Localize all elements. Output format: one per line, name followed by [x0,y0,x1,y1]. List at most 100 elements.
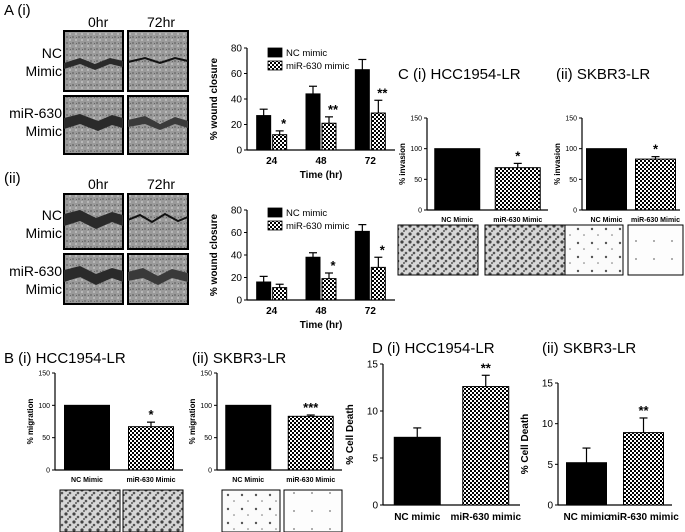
A-ii-bar-mir-24 [272,287,288,301]
A-ii-xtick-label: 72 [365,306,377,317]
A-i-legend-label: miR-630 mimic [286,61,350,72]
C-ii-ytick-label: 150 [565,115,577,122]
micrograph-c-ii-nc [564,224,624,276]
panel-a-label: A (i) [4,2,31,19]
A-i-xtick-label: 48 [315,156,327,167]
row-label-nc: NC Mimic [25,45,62,79]
B-i-significance: * [148,407,154,422]
C-ii-xtick-label: NC Mimic [591,217,623,224]
A-i-bar-nc-48 [305,93,321,151]
panel-d-i-label: D (i) HCC1954-LR [372,340,495,357]
C-i-ytick-label: 150 [410,115,422,122]
panel-c-ii-label: (ii) SKBR3-LR [556,66,651,83]
A-ii-legend-swatch [267,207,283,218]
C-ii-ytick-label: 50 [569,177,577,184]
A-ii-xtick-label: 48 [315,306,327,317]
panel-a-time-0: 0hr [88,14,109,30]
A-ii-bar-nc-24 [256,281,272,301]
row-label-mir-2: miR-630 Mimic [9,263,62,297]
D-i-xtick-label: NC mimic [394,512,441,523]
panel-a-ii-label: (ii) [4,170,21,187]
B-i-bar-nc [64,404,110,471]
A-i-ylabel: % wound closure [209,57,220,140]
A-i-legend-swatch [267,60,283,71]
micrograph-b-ii-nc [221,489,281,532]
B-ii-bar-mir [287,415,334,471]
B-ii-ylabel: % migration [188,398,197,444]
micrograph-a-ii-mir-72hr [127,253,189,305]
A-ii-bar-nc-72 [354,230,370,301]
D-ii-ytick-label: 15 [542,379,554,390]
A-i-bar-nc-24 [256,115,272,151]
A-ii-legend-swatch [267,220,283,231]
B-ii-xtick-label: NC Mimic [232,477,264,484]
D-ii-bar-nc [566,462,607,506]
micrograph-b-i-nc [59,489,121,532]
A-ii-legend-label: NC mimic [286,208,327,219]
B-i-xtick-label: NC Mimic [71,477,103,484]
D-i-xtick-label: miR-630 mimic [450,512,521,523]
C-ii-bar-nc [586,148,627,211]
D-ii-ytick-label: 0 [547,501,553,512]
C-ii-xtick-label: miR-630 Mimic [631,217,680,224]
B-ii-ytick-label: 0 [208,467,212,474]
C-i-ylabel: % invasion [398,143,407,185]
D-i-bar-mir [462,386,510,506]
micrograph-b-i-mir [122,489,184,532]
A-ii-significance: * [330,258,336,273]
A-i-xtick-label: 24 [266,156,278,167]
B-ii-ytick-label: 150 [200,370,212,377]
B-i-ytick-label: 150 [38,370,50,377]
A-ii-xlabel: Time (hr) [300,320,343,331]
B-ii-bar-nc [225,404,272,471]
A-ii-bar-nc-48 [305,256,321,301]
A-ii-xtick-label: 24 [266,306,278,317]
A-i-bar-mir-24 [272,134,288,151]
A-i-significance: ** [328,102,339,117]
panel-a-ii-time-0: 0hr [88,176,109,192]
B-ii-xtick-label: miR-630 Mimic [286,477,335,484]
A-ii-legend-label: miR-630 mimic [286,221,350,232]
B-i-bar-mir [128,426,174,471]
panel-b-i-label: B (i) HCC1954-LR [4,350,126,367]
panel-b-ii-label: (ii) SKBR3-LR [192,350,287,367]
A-i-significance: ** [377,85,388,100]
A-i-ytick-label: 60 [231,69,243,80]
A-ii-ytick-label: 60 [231,228,243,239]
panel-a-ii-time-72: 72hr [147,176,176,192]
A-i-legend-swatch [267,47,283,58]
B-i-ytick-label: 0 [46,467,50,474]
C-i-ytick-label: 0 [418,207,422,214]
D-ii-xtick-label: miR-630 mimic [608,512,679,523]
C-i-significance: * [515,148,521,163]
C-ii-ylabel: % invasion [553,143,562,185]
C-i-xtick-label: miR-630 Mimic [493,217,542,224]
micrograph-a-ii-nc-0hr [63,193,124,250]
A-i-bar-mir-72 [370,112,386,151]
C-i-bar-mir [494,167,541,211]
D-i-ytick-label: 5 [372,454,378,465]
A-ii-ytick-label: 20 [231,273,243,284]
panel-d-ii-label: (ii) SKBR3-LR [542,340,637,357]
row-label-nc-2: NC Mimic [25,207,62,241]
micrograph-a-i-nc-0hr [63,30,124,92]
A-ii-ytick-label: 40 [231,251,243,262]
B-i-ytick-label: 100 [38,403,50,410]
C-i-ytick-label: 50 [414,177,422,184]
A-ii-significance: * [380,242,386,257]
micrograph-c-ii-mir [627,224,684,276]
micrograph-b-ii-mir [283,489,343,532]
row-label-mir: miR-630 Mimic [9,105,62,139]
micrograph-c-i-nc [397,224,479,276]
A-i-legend-label: NC mimic [286,48,327,59]
A-i-xlabel: Time (hr) [300,170,343,181]
D-ii-ylabel: % Cell Death [520,414,531,475]
C-i-xtick-label: NC Mimic [441,217,473,224]
D-i-ytick-label: 0 [372,501,378,512]
A-i-ytick-label: 40 [231,95,243,106]
C-ii-ytick-label: 100 [565,146,577,153]
C-i-bar-nc [434,148,481,211]
D-ii-ytick-label: 10 [542,419,554,430]
A-ii-bar-mir-72 [370,266,386,301]
